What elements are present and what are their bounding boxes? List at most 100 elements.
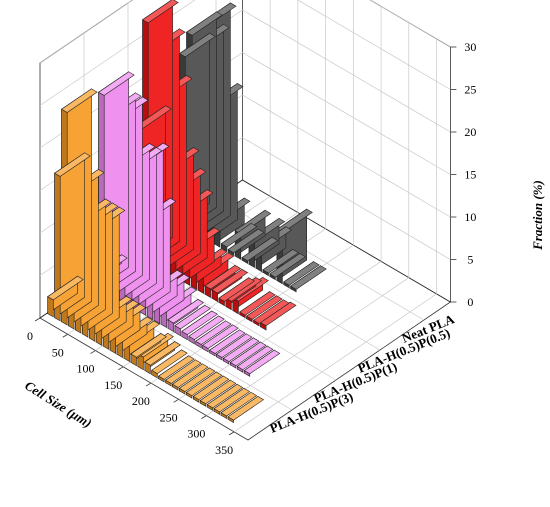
bar-top-face <box>215 333 253 358</box>
gridline-floor-350 <box>233 293 437 433</box>
bar <box>171 363 209 391</box>
bar <box>259 301 297 331</box>
bar <box>262 248 299 277</box>
bar <box>283 261 320 289</box>
x-tick-mark <box>62 333 68 338</box>
bar <box>227 228 265 256</box>
bar <box>167 298 205 333</box>
bar <box>229 341 267 369</box>
x-tick-label: 100 <box>76 362 94 376</box>
bar <box>174 304 211 337</box>
side-wall <box>241 0 451 303</box>
bar <box>241 236 279 265</box>
gridline-depth-4 <box>215 197 425 321</box>
y-tick-label: 20 <box>464 125 476 139</box>
bar-top-face <box>269 253 306 278</box>
bar-top-face <box>262 249 299 274</box>
bar-top-face <box>229 341 267 367</box>
bar <box>181 310 218 341</box>
gridline-side-25 <box>297 0 451 90</box>
bar <box>227 395 265 424</box>
bar-top-face <box>239 291 276 316</box>
bar-top-face <box>213 387 251 413</box>
bar <box>209 329 246 357</box>
bar-top-face <box>222 337 260 362</box>
x-axis-title: Cell Size (μm) <box>22 378 94 431</box>
bar <box>220 391 258 420</box>
bar <box>185 371 223 399</box>
bar <box>218 277 255 307</box>
bar <box>290 265 327 293</box>
y-tick-label: 15 <box>464 168 476 182</box>
bar <box>151 349 188 379</box>
bar-top-face <box>98 71 135 96</box>
bar-top-face <box>178 367 216 392</box>
y-tick-label: 25 <box>464 83 476 97</box>
bar-top-face <box>243 349 281 375</box>
bar-top-face <box>192 375 230 401</box>
bar <box>204 264 242 299</box>
x-tick-label: 0 <box>27 329 33 343</box>
gridline-side-30 <box>369 0 451 48</box>
bar <box>202 324 239 353</box>
x-tick-label: 350 <box>215 443 233 457</box>
bar <box>178 367 216 395</box>
bar <box>253 299 290 327</box>
x-tick-mark <box>173 398 179 403</box>
bar-series-group <box>47 0 327 424</box>
bar-top-face <box>142 0 179 24</box>
bar <box>206 383 244 411</box>
x-tick-label: 150 <box>104 378 122 392</box>
bar-top-face <box>246 295 283 320</box>
bar-top-face <box>236 345 274 371</box>
bar-top-face <box>47 275 84 301</box>
bar-top-face <box>290 265 327 290</box>
bar <box>243 349 281 377</box>
bar-top-face <box>253 299 290 324</box>
bar <box>188 315 225 345</box>
x-tick-label: 250 <box>160 410 178 424</box>
bar <box>215 333 253 361</box>
gridline-back-25 <box>39 0 196 106</box>
bar-top-face <box>206 383 244 409</box>
bar-top-face <box>241 236 279 262</box>
bar-top-face <box>54 152 91 177</box>
bar-top-face <box>181 310 218 335</box>
y-axis-title: Fraction (%) <box>530 180 545 251</box>
x-tick-mark <box>145 382 152 387</box>
x-tick-mark <box>90 350 96 354</box>
bar-top-face <box>199 379 237 405</box>
bar <box>236 345 274 373</box>
bar-top-face <box>185 371 223 397</box>
bar-top-face <box>186 11 223 36</box>
bar <box>165 359 202 387</box>
y-tick-label: 0 <box>467 295 473 309</box>
bar <box>192 375 230 403</box>
gridline-side-20 <box>242 9 451 133</box>
bar-top-face <box>220 222 258 248</box>
series-label: PLA-H(0.5)P(3) <box>268 389 356 436</box>
bar-top-face <box>174 304 211 330</box>
x-tick-mark <box>117 366 124 371</box>
x-tick-mark <box>228 431 235 436</box>
y-tick-label: 5 <box>467 253 473 267</box>
bar-top-face <box>218 277 255 302</box>
bar-top-face <box>179 32 216 58</box>
bar-top-face <box>165 359 202 384</box>
y-tick-label: 10 <box>464 210 476 224</box>
x-tick-label: 200 <box>132 394 150 408</box>
x-tick-mark <box>34 317 41 322</box>
bar <box>222 337 260 365</box>
y-tick-label: 30 <box>464 40 476 54</box>
bar-top-face <box>171 363 209 388</box>
bar-top-face <box>188 315 225 340</box>
bar <box>47 275 84 318</box>
bar <box>158 355 195 383</box>
gridline-side-10 <box>242 94 451 218</box>
gridline-back-30 <box>39 0 134 64</box>
bar-top-face <box>202 324 239 349</box>
tick-labels: 0 50 100 150 200 250 300 350 0 5 10 15 20 25 30 <box>27 40 476 457</box>
bar-top-face <box>158 355 195 380</box>
bar-top-face <box>220 391 258 417</box>
